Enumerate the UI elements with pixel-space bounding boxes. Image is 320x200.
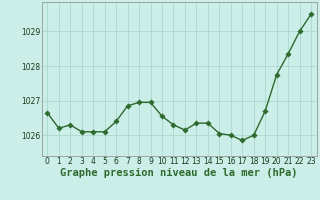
X-axis label: Graphe pression niveau de la mer (hPa): Graphe pression niveau de la mer (hPa) (60, 168, 298, 178)
